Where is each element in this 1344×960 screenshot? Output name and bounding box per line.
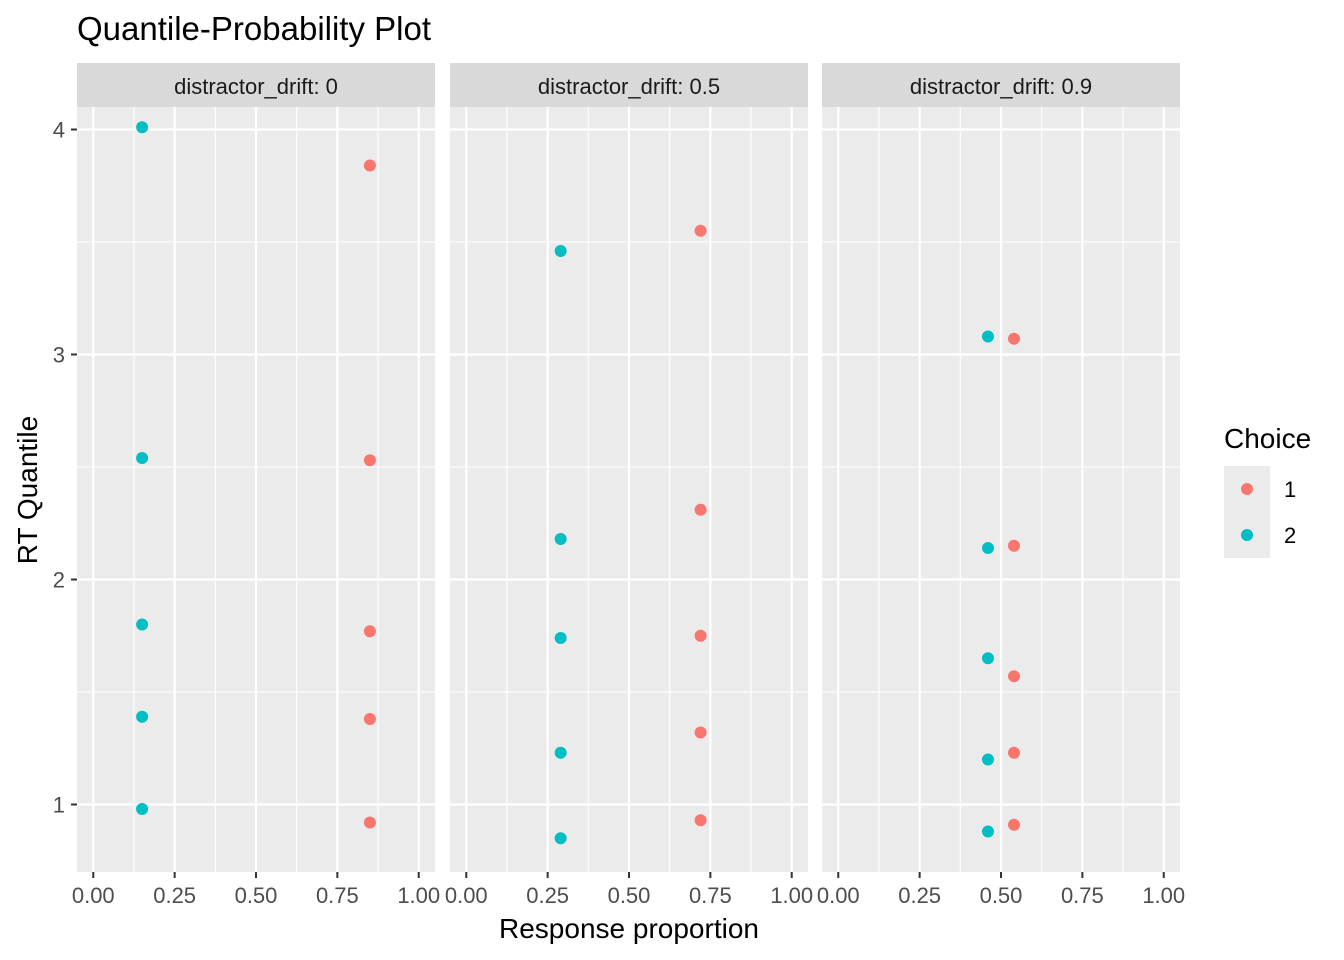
data-point-choice-2 [136,121,149,134]
data-point-choice-1 [363,454,376,467]
legend-key-choice-1 [1241,483,1253,495]
data-point-choice-2 [981,825,994,838]
data-point-choice-1 [694,503,707,516]
data-point-choice-1 [1008,670,1021,683]
data-point-choice-2 [554,832,567,845]
x-tick-label: 0.25 [526,883,569,908]
facet-panels: distractor_drift: 00.00 0.25 0.50 0.75 1.00d… [72,63,1185,908]
x-tick-label: 0.00 [72,883,115,908]
x-tick-label: 0.25 [153,883,196,908]
x-tick-label: 0.25 [898,883,941,908]
data-point-choice-2 [136,618,149,631]
y-tick-label: 2 [53,568,65,593]
x-tick-label: 0.50 [235,883,278,908]
y-tick-label: 4 [53,118,65,143]
x-tick-label: 0.75 [689,883,732,908]
data-point-choice-2 [554,746,567,759]
data-point-choice-2 [981,753,994,766]
data-point-choice-2 [554,632,567,644]
legend-title: Choice [1224,423,1311,454]
x-tick-label: 0.50 [608,883,651,908]
data-point-choice-2 [136,710,149,723]
data-point-choice-2 [981,542,994,554]
data-point-choice-1 [694,814,707,827]
y-tick-label: 1 [53,793,65,818]
facet-panel: distractor_drift: 0.5 0.00 0.25 0.50 0.75 1.0… [445,63,813,908]
x-tick-label: 0.75 [1061,883,1104,908]
chart-title: Quantile-Probability Plot [77,10,431,47]
legend-label: 1 [1284,477,1296,502]
legend-label: 2 [1284,523,1296,548]
data-point-choice-1 [694,629,707,642]
data-point-choice-1 [363,159,376,172]
y-tick-label: 3 [53,343,65,368]
data-point-choice-1 [1008,746,1021,759]
legend-key-background [1224,466,1270,558]
data-point-choice-1 [694,224,707,237]
x-tick-label: 0.75 [316,883,359,908]
data-point-choice-1 [363,713,376,725]
data-point-choice-1 [694,726,707,739]
legend-key-choice-2 [1241,529,1253,541]
facet-strip-label: distractor_drift: 0.5 [538,74,720,99]
x-tick-label: 1.00 [397,883,440,908]
legend: Choice 1 2 [1224,423,1311,558]
x-tick-label: 0.00 [817,883,860,908]
data-point-choice-1 [1008,539,1021,552]
data-point-choice-1 [363,816,376,829]
facet-strip [450,63,808,107]
facet-panel: distractor_drift: 0 0.00 0.25 0.50 0.75 1.00 [72,63,440,908]
data-point-choice-2 [554,245,567,257]
data-point-choice-2 [981,330,994,343]
data-point-choice-1 [1008,818,1021,831]
data-point-choice-1 [1008,332,1021,345]
x-axis-label: Response proportion [499,913,759,944]
data-point-choice-2 [136,452,149,464]
facet-panel: distractor_drift: 0.9 0.00 0.25 0.50 0.75 1.0… [817,63,1185,908]
facet-strip-label: distractor_drift: 0 [174,74,338,99]
data-point-choice-1 [363,625,376,638]
facet-strip [822,63,1180,107]
x-tick-label: 0.00 [445,883,488,908]
x-tick-label: 1.00 [1142,883,1185,908]
y-axis-label: RT Quantile [12,416,43,564]
data-point-choice-2 [554,533,567,545]
data-point-choice-2 [136,803,149,815]
data-point-choice-2 [981,652,994,665]
facet-strip-label: distractor_drift: 0.9 [910,74,1092,99]
x-tick-label: 1.00 [770,883,813,908]
facet-strip [77,63,435,107]
y-axis: 1 2 3 4 [53,118,77,818]
x-tick-label: 0.50 [980,883,1023,908]
